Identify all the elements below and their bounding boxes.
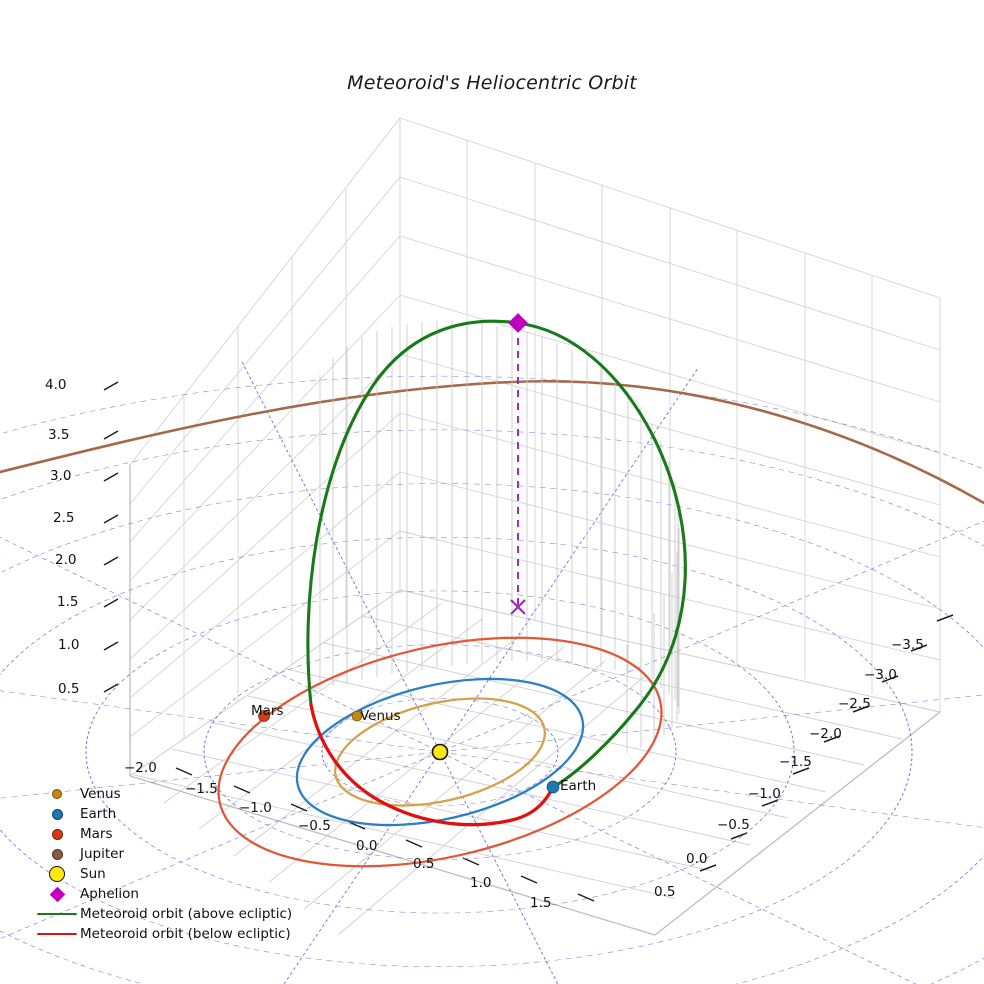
legend-marker-jupiter-icon [51,848,63,860]
venus-marker [351,710,363,722]
legend-item[interactable]: Aphelion [34,884,292,904]
legend-line-sample-icon [37,912,77,916]
axis-tickmarks [103,381,954,902]
legend-item[interactable]: Meteoroid orbit (below ecliptic) [34,924,292,944]
earth-orbit-path [295,677,585,827]
legend-item-label: Mars [80,826,113,842]
axis-z-tick-label: 3.5 [48,427,70,443]
venus-orbit-path [334,697,546,807]
axis-y-tick-label: 0.5 [654,884,676,900]
axes-spines [129,465,941,936]
mars-marker [258,710,270,722]
axis-x-tick-label: 0.0 [356,838,378,854]
legend-item[interactable]: Sun [34,864,292,884]
legend-key-dot [34,866,80,882]
axis-z-tick-label: 0.5 [58,681,80,697]
axis-y-tick-label: −2.0 [809,726,842,742]
axis-z-tick-label: 3.0 [50,468,72,484]
axis-y-tick-label: 0.0 [686,851,708,867]
aphelion-diamond-marker [508,313,528,333]
axis-z-tick-label: 2.0 [55,552,77,568]
legend-marker-sun-icon [49,866,65,882]
axis-y-tick-label: −3.5 [891,637,924,653]
legend-item-label: Meteoroid orbit (above ecliptic) [80,906,293,922]
axis-y-tick-label: −1.0 [748,786,781,802]
venus-label: Venus [360,708,401,724]
legend-marker-earth-icon [51,808,63,820]
legend-marker-mars-icon [51,828,63,840]
legend-item[interactable]: Mars [34,824,292,844]
legend: Venus Earth Mars Jupiter Sun Aphelion Meteoroi… [34,784,292,944]
legend-item[interactable]: Venus [34,784,292,804]
axis-y-tick-label: −2.5 [838,696,871,712]
axis-x-tick-label: 1.0 [470,875,492,891]
earth-marker [546,780,560,794]
legend-item-label: Earth [80,806,117,822]
axis-x-tick-label: 1.5 [530,895,552,911]
axis-z-tick-label: 2.5 [53,510,75,526]
mars-label: Mars [251,703,284,719]
legend-key-line [34,932,80,936]
axis-x-tick-label: −2.0 [124,760,157,776]
axis-x-tick-label: 0.5 [413,856,435,872]
sun-marker [431,743,449,761]
legend-item-label: Aphelion [80,886,139,902]
legend-item-label: Venus [80,786,121,802]
meteoroid-orbit-above-ecliptic [306,319,687,789]
legend-item-label: Jupiter [80,846,125,862]
axis-y-tick-label: −1.5 [779,754,812,770]
axis-x-tick-label: −1.5 [185,781,218,797]
legend-marker-venus-icon [52,789,62,799]
legend-key-line [34,912,80,916]
legend-key-dot [34,789,80,799]
legend-key-dot [34,848,80,860]
legend-item-label: Meteoroid orbit (below ecliptic) [80,926,291,942]
meteoroid-orbit-below-ecliptic [309,703,555,827]
legend-item-label: Sun [80,866,106,882]
legend-key-diamond [34,886,80,902]
legend-line-sample-icon [37,932,77,936]
axis-x-tick-label: −0.5 [298,818,331,834]
aphelion-base-x-marker [510,599,526,615]
axis-z-tick-label: 1.0 [58,637,80,653]
legend-marker-aphelion-icon [49,886,65,902]
legend-key-dot [34,828,80,840]
mars-orbit-path [217,636,663,868]
legend-key-dot [34,808,80,820]
axis-y-tick-label: −0.5 [717,817,750,833]
earth-label: Earth [560,778,597,794]
axis-y-tick-label: −3.0 [864,667,897,683]
legend-item[interactable]: Jupiter [34,844,292,864]
legend-item[interactable]: Earth [34,804,292,824]
axis-x-tick-label: −1.0 [239,800,272,816]
legend-item[interactable]: Meteoroid orbit (above ecliptic) [34,904,292,924]
page-title: Meteoroid's Heliocentric Orbit [347,72,637,94]
axis-z-tick-label: 1.5 [57,594,79,610]
axis-z-tick-label: 4.0 [45,377,67,393]
